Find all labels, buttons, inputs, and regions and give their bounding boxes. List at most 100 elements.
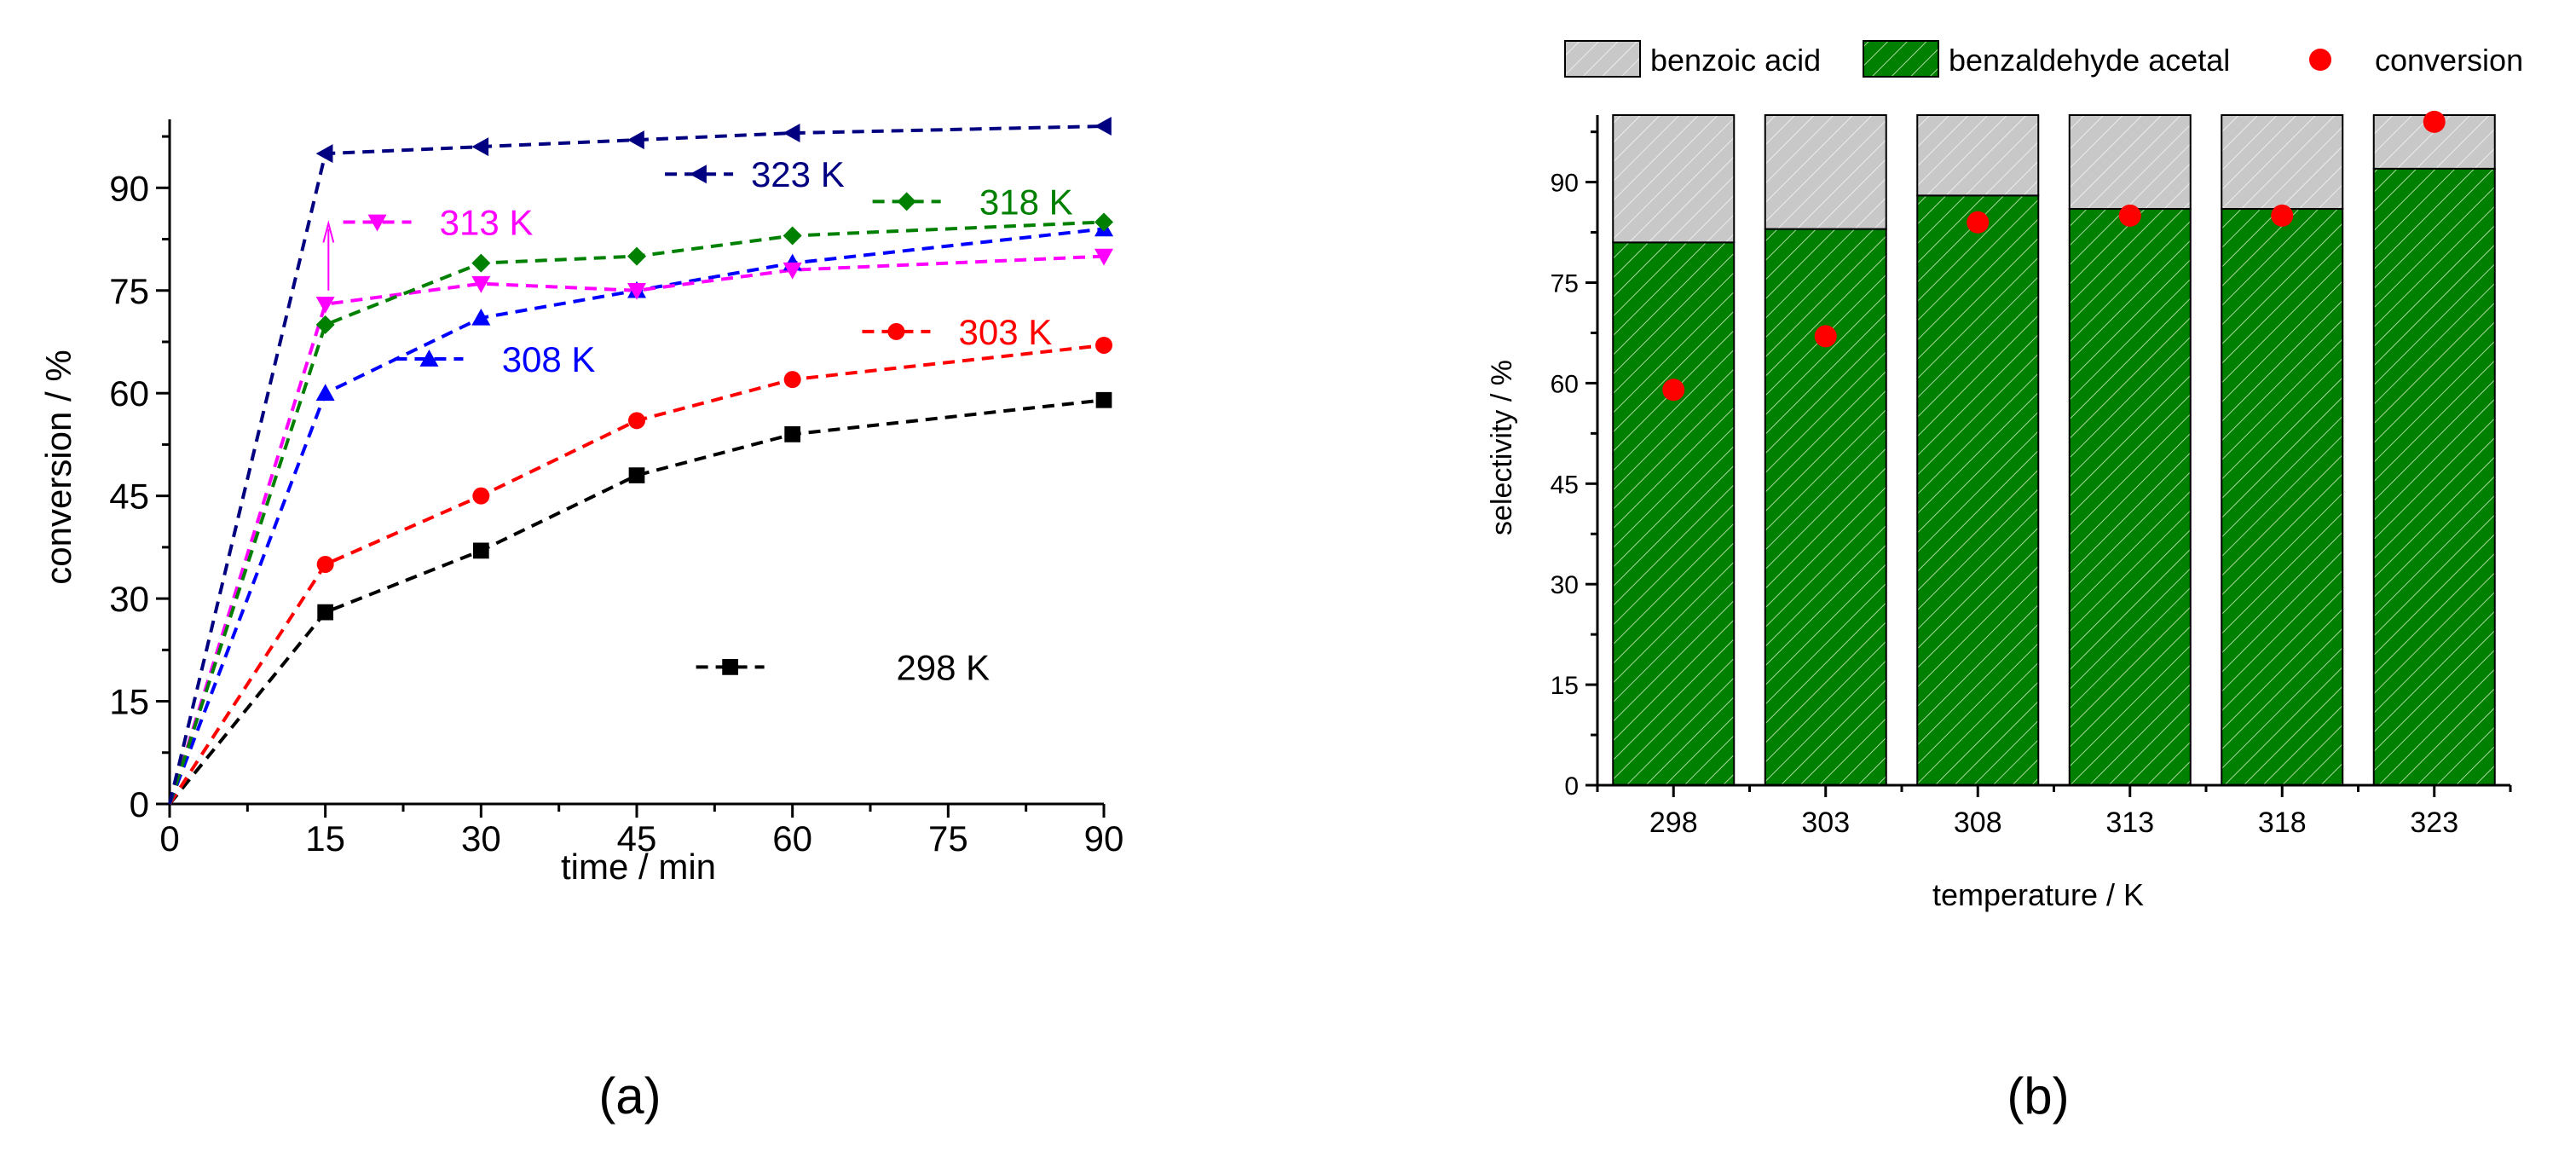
data-point xyxy=(783,226,802,246)
panel-label-a: (a) xyxy=(598,1067,661,1125)
y-tick-label: 75 xyxy=(1551,270,1579,298)
data-point xyxy=(471,137,489,157)
data-point xyxy=(1095,391,1112,408)
x-tick-label: 298 xyxy=(1649,807,1698,839)
data-point xyxy=(471,253,491,273)
data-point xyxy=(315,144,333,164)
data-point xyxy=(628,467,645,483)
bar-benzaldehyde-acetal xyxy=(2372,167,2496,786)
data-point xyxy=(627,246,646,266)
series-label: 298 K xyxy=(896,647,990,687)
x-tick-label: 90 xyxy=(1084,818,1124,859)
legend-marker-conversion xyxy=(2309,49,2331,71)
y-tick-label: 0 xyxy=(1564,772,1579,801)
series-line-313-K xyxy=(168,254,1105,805)
x-tick-label: 45 xyxy=(617,818,657,859)
bar-chart-legend: benzoic acid benzaldehyde acetal conversio… xyxy=(1564,40,2523,78)
x-tick-label: 75 xyxy=(928,818,968,859)
x-tick-label: 313 xyxy=(2105,807,2154,839)
data-point xyxy=(783,262,802,280)
y-tick-label: 60 xyxy=(1551,370,1579,398)
x-tick-label: 0 xyxy=(159,818,179,859)
bar-benzoic-acid xyxy=(2068,114,2192,211)
series-key-marker xyxy=(897,192,916,211)
bar-benzaldehyde-acetal xyxy=(2221,208,2344,787)
series-key-marker xyxy=(690,165,707,184)
x-tick-label: 15 xyxy=(305,818,345,859)
series-key-marker xyxy=(419,350,439,367)
x-tick-label: 318 xyxy=(2258,807,2307,839)
conversion-point xyxy=(1967,211,1990,234)
x-tick-label: 323 xyxy=(2410,807,2458,839)
legend-label: benzaldehyde acetal xyxy=(1949,43,2230,78)
data-point xyxy=(627,130,644,150)
data-point xyxy=(315,297,335,314)
panel-label-b: (b) xyxy=(2007,1067,2069,1125)
series-line-323-K xyxy=(168,124,1105,805)
bar-benzoic-acid xyxy=(1916,114,2040,197)
data-point xyxy=(471,275,491,293)
legend-swatch-benzaldehyde-acetal xyxy=(1863,40,1939,78)
data-point xyxy=(627,282,646,300)
annotation-arrowhead xyxy=(322,220,335,243)
x-axis-title: time / min xyxy=(561,847,716,887)
series-key-marker xyxy=(722,659,738,675)
series-label: 308 K xyxy=(502,339,596,379)
x-tick-label: 60 xyxy=(772,818,812,859)
data-point xyxy=(1095,248,1113,266)
y-tick-label: 30 xyxy=(109,579,149,619)
y-tick-label: 15 xyxy=(1551,672,1579,700)
legend-label: benzoic acid xyxy=(1650,43,1821,78)
data-point xyxy=(783,371,801,389)
x-axis-title: temperature / K xyxy=(1932,877,2144,912)
bar-benzaldehyde-acetal xyxy=(1612,241,1736,786)
series-line-298-K xyxy=(168,398,1105,806)
line-chart-markers xyxy=(315,117,1113,621)
series-line-318-K xyxy=(168,220,1105,805)
conversion-point xyxy=(2271,204,2294,227)
y-tick-label: 0 xyxy=(130,784,149,824)
bar-benzoic-acid xyxy=(1764,114,1887,230)
data-point xyxy=(784,426,801,442)
series-label: 323 K xyxy=(751,154,845,194)
data-point xyxy=(1095,117,1112,136)
data-point xyxy=(472,542,489,559)
y-tick-label: 45 xyxy=(109,477,149,517)
data-point xyxy=(317,604,334,621)
x-tick-label: 30 xyxy=(461,818,501,859)
data-point xyxy=(472,487,490,505)
data-point xyxy=(1095,212,1113,232)
conversion-point xyxy=(2118,204,2141,227)
x-tick-label: 308 xyxy=(1954,807,2002,839)
series-line-303-K xyxy=(168,344,1105,806)
data-point xyxy=(315,315,335,334)
y-tick-label: 45 xyxy=(1551,471,1579,499)
line-chart-series-labels: 298 K 303 K 308 K 313 K 318 K 323 K xyxy=(322,154,1073,687)
legend-swatch-benzoic-acid xyxy=(1564,40,1641,78)
bar-benzaldehyde-acetal xyxy=(2068,208,2192,787)
series-label: 318 K xyxy=(979,182,1073,222)
y-tick-label: 15 xyxy=(109,682,149,722)
series-key-marker xyxy=(367,214,387,232)
series-key-marker xyxy=(887,322,905,340)
y-axis-title: selectivity / % xyxy=(1486,360,1518,535)
y-tick-label: 75 xyxy=(109,271,149,311)
line-chart-axes: 0 15 30 45 60 75 90 0 15 30 45 60 75 90 xyxy=(109,119,1123,859)
x-tick-label: 303 xyxy=(1801,807,1850,839)
series-line-308-K xyxy=(168,227,1105,805)
data-point xyxy=(315,384,335,401)
conversion-point xyxy=(1814,325,1837,348)
bar-benzaldehyde-acetal xyxy=(1764,228,1887,786)
data-point xyxy=(783,124,800,143)
y-tick-label: 60 xyxy=(109,373,149,413)
y-tick-label: 90 xyxy=(109,168,149,208)
legend-label: conversion xyxy=(2375,43,2523,78)
data-point xyxy=(316,555,334,573)
bar-chart-axes: 0 15 30 45 60 75 90 298 303 308 313 318 323 xyxy=(1551,115,2512,839)
bar-chart-conversion-points xyxy=(1662,110,2446,402)
series-label: 313 K xyxy=(440,202,534,242)
data-point xyxy=(628,412,645,430)
bar-benzoic-acid xyxy=(2221,114,2344,211)
y-axis-title: conversion / % xyxy=(38,350,78,584)
